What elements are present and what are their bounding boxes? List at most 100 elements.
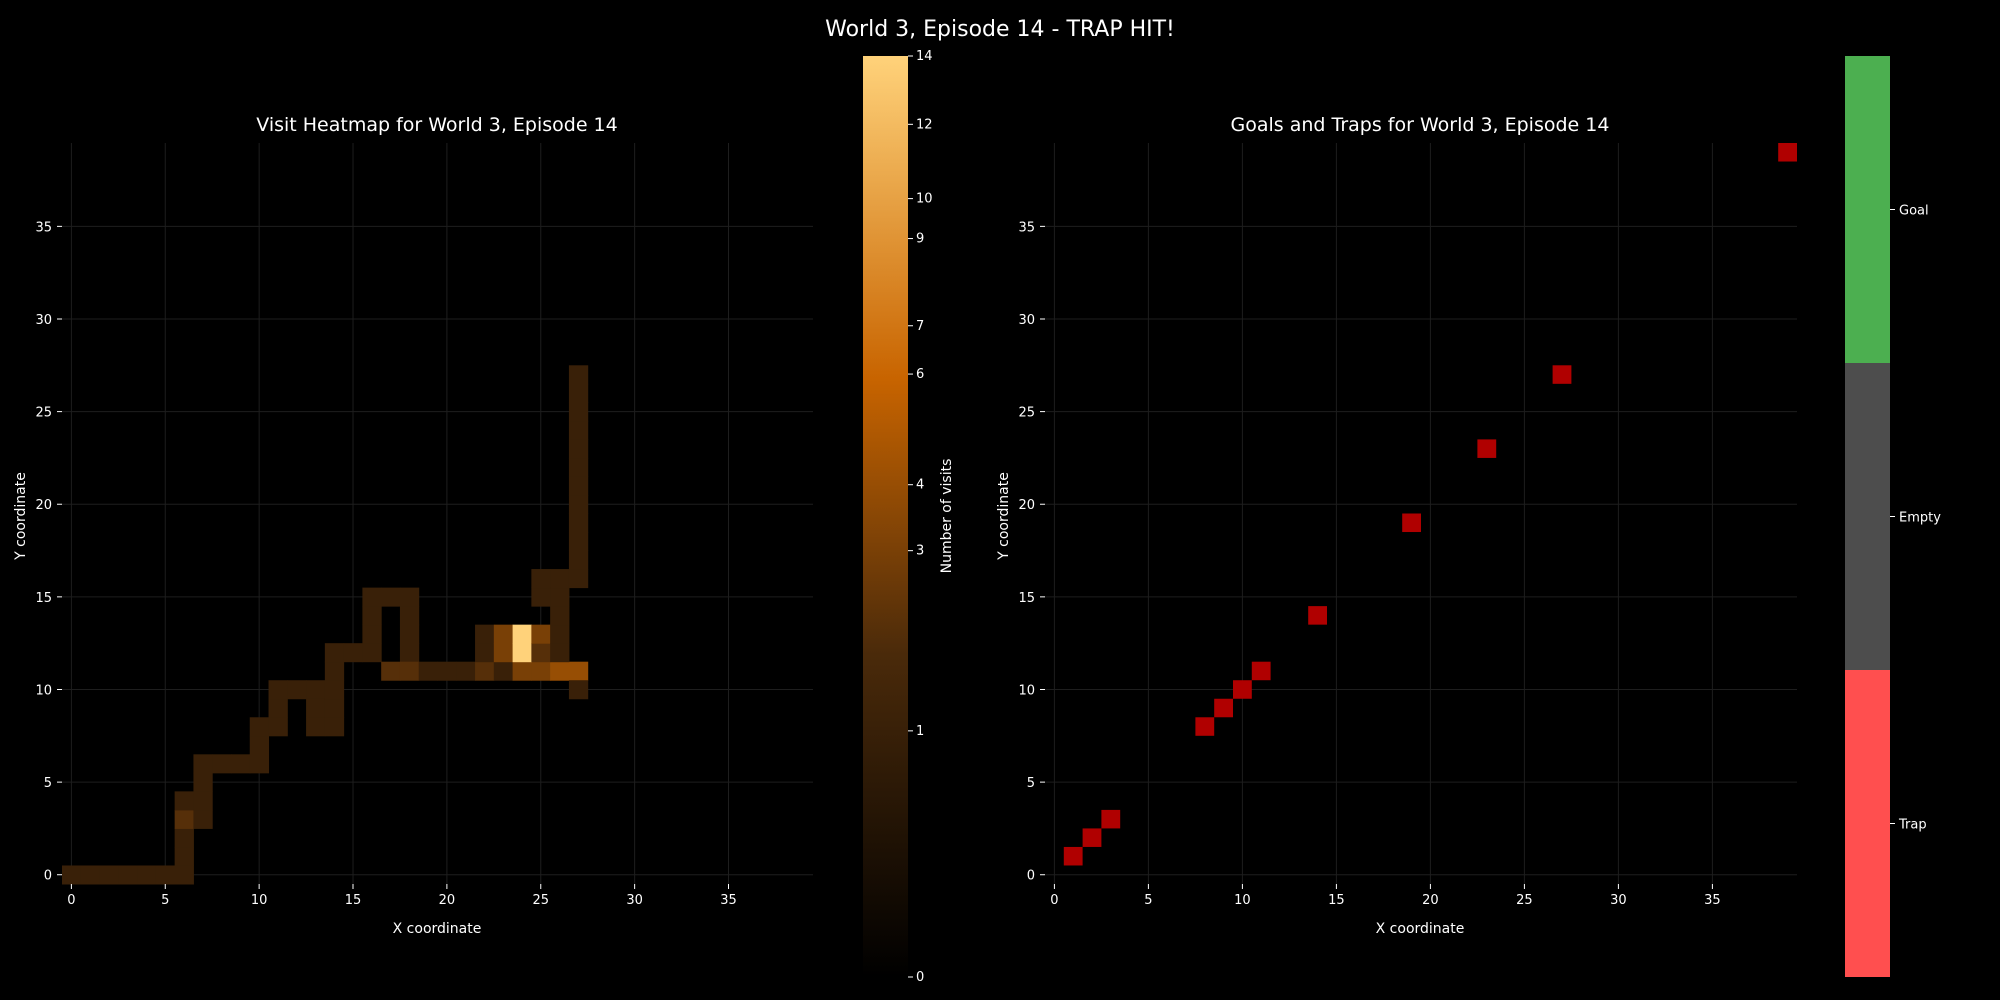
visit-cell [343, 643, 363, 663]
goals-traps-xtick-label: 25 [1516, 893, 1533, 908]
category-colorbar-empty-segment [1845, 363, 1890, 670]
visit-cell [174, 809, 194, 829]
visit-heatmap-cells [62, 365, 589, 885]
visit-cell [137, 865, 157, 885]
visit-cell [306, 680, 326, 700]
visit-cell [568, 365, 589, 385]
visits-colorbar-tick-label: 12 [916, 117, 933, 132]
visit-cell [174, 865, 194, 885]
visit-cell [249, 735, 270, 755]
visits-colorbar-tick-label: 6 [916, 367, 924, 382]
goals-traps-ytick-label: 30 [1018, 313, 1035, 328]
visit-cell [99, 865, 119, 885]
category-colorbar-trap-segment [1845, 670, 1890, 977]
visit-heatmap-ylabel: Y coordinate [13, 472, 29, 561]
visit-cell [550, 661, 570, 681]
visit-cell [212, 754, 232, 774]
visit-cell [362, 624, 382, 644]
visit-cell [174, 846, 194, 866]
visit-cell [550, 569, 570, 589]
visits-colorbar-gradient [863, 56, 908, 977]
goals-traps-xtick-label: 0 [1050, 893, 1058, 908]
visit-cell [174, 791, 194, 811]
visit-cell [568, 383, 589, 403]
visit-cell [362, 587, 382, 607]
visit-cell [268, 680, 288, 700]
visit-cell [568, 680, 589, 700]
visits-colorbar-label: Number of visits [939, 459, 955, 574]
visit-cell [531, 569, 551, 589]
visit-cell [550, 624, 570, 644]
visit-cell [475, 643, 495, 663]
goals-traps-ticks: 0 5 10 15 20 25 30 35 0 5 10 15 20 25 30 35 [1018, 220, 1720, 908]
category-colorbar-label-trap: Trap [1898, 818, 1927, 833]
visit-cell [568, 402, 589, 422]
visit-cell [568, 661, 589, 681]
trap-cell [1778, 143, 1797, 162]
visit-heatmap-title: Visit Heatmap for World 3, Episode 14 [256, 114, 618, 136]
visit-cell [306, 698, 326, 718]
trap-cell [1552, 365, 1572, 384]
trap-cell [1402, 513, 1421, 533]
goals-traps-xtick-label: 15 [1328, 893, 1345, 908]
visits-colorbar-ticks: 0 1 3 4 6 7 9 10 12 14 [908, 49, 933, 985]
visit-heatmap-ticks: 0 5 10 15 20 25 30 35 0 5 10 15 20 25 30 35 [35, 220, 736, 908]
goals-traps-xtick-label: 5 [1144, 893, 1152, 908]
visit-cell [155, 865, 176, 885]
category-colorbar-label-empty: Empty [1899, 511, 1941, 526]
visit-cell [324, 680, 345, 700]
visit-cell [362, 606, 382, 626]
figure-title: World 3, Episode 14 - TRAP HIT! [825, 17, 1175, 42]
visit-cell [249, 754, 270, 774]
visit-cell [568, 513, 589, 533]
trap-cell [1251, 661, 1271, 681]
visit-cell [230, 754, 251, 774]
visit-heatmap-xlabel: X coordinate [393, 921, 482, 937]
visit-cell [193, 791, 213, 811]
visit-cell [287, 680, 307, 700]
visit-cell [324, 661, 345, 681]
visit-cell [475, 624, 495, 644]
visit-cell [399, 587, 420, 607]
trap-cell [1101, 809, 1121, 829]
goals-traps-grid [1045, 143, 1797, 884]
visit-cell [399, 643, 420, 663]
visit-cell [362, 643, 382, 663]
visit-cell [80, 865, 101, 885]
category-colorbar: Trap Empty Goal [1845, 56, 1941, 977]
visit-cell [550, 587, 570, 607]
visit-ytick-label: 30 [35, 313, 52, 328]
visit-cell [268, 717, 288, 737]
trap-cell [1477, 439, 1497, 458]
visit-cell [174, 828, 194, 848]
visit-cell [456, 661, 476, 681]
visit-xtick-label: 30 [626, 893, 643, 908]
visit-cell [475, 661, 495, 681]
visit-heatmap-grid [62, 143, 813, 884]
visit-cell [381, 661, 401, 681]
trap-cell [1214, 698, 1233, 718]
visit-cell [550, 606, 570, 626]
visit-xtick-label: 0 [67, 893, 75, 908]
visit-cell [531, 643, 551, 663]
visits-colorbar-tick-label: 9 [916, 232, 924, 247]
visit-cell [512, 624, 532, 644]
visit-cell [324, 643, 345, 663]
visit-cell [493, 661, 514, 681]
goals-traps-cells [1063, 143, 1797, 866]
goals-traps-ytick-label: 15 [1018, 591, 1035, 606]
visit-cell [381, 587, 401, 607]
visit-xtick-label: 15 [345, 893, 362, 908]
visit-cell [306, 717, 326, 737]
visit-cell [568, 550, 589, 570]
trap-cell [1195, 717, 1215, 736]
visit-cell [568, 532, 589, 552]
visit-cell [531, 661, 551, 681]
visits-colorbar-tick-label: 1 [916, 724, 924, 739]
goals-traps-xtick-label: 30 [1610, 893, 1627, 908]
visit-cell [568, 494, 589, 514]
goals-traps-ytick-label: 10 [1018, 683, 1035, 698]
visit-xtick-label: 25 [532, 893, 549, 908]
visit-cell [418, 661, 438, 681]
